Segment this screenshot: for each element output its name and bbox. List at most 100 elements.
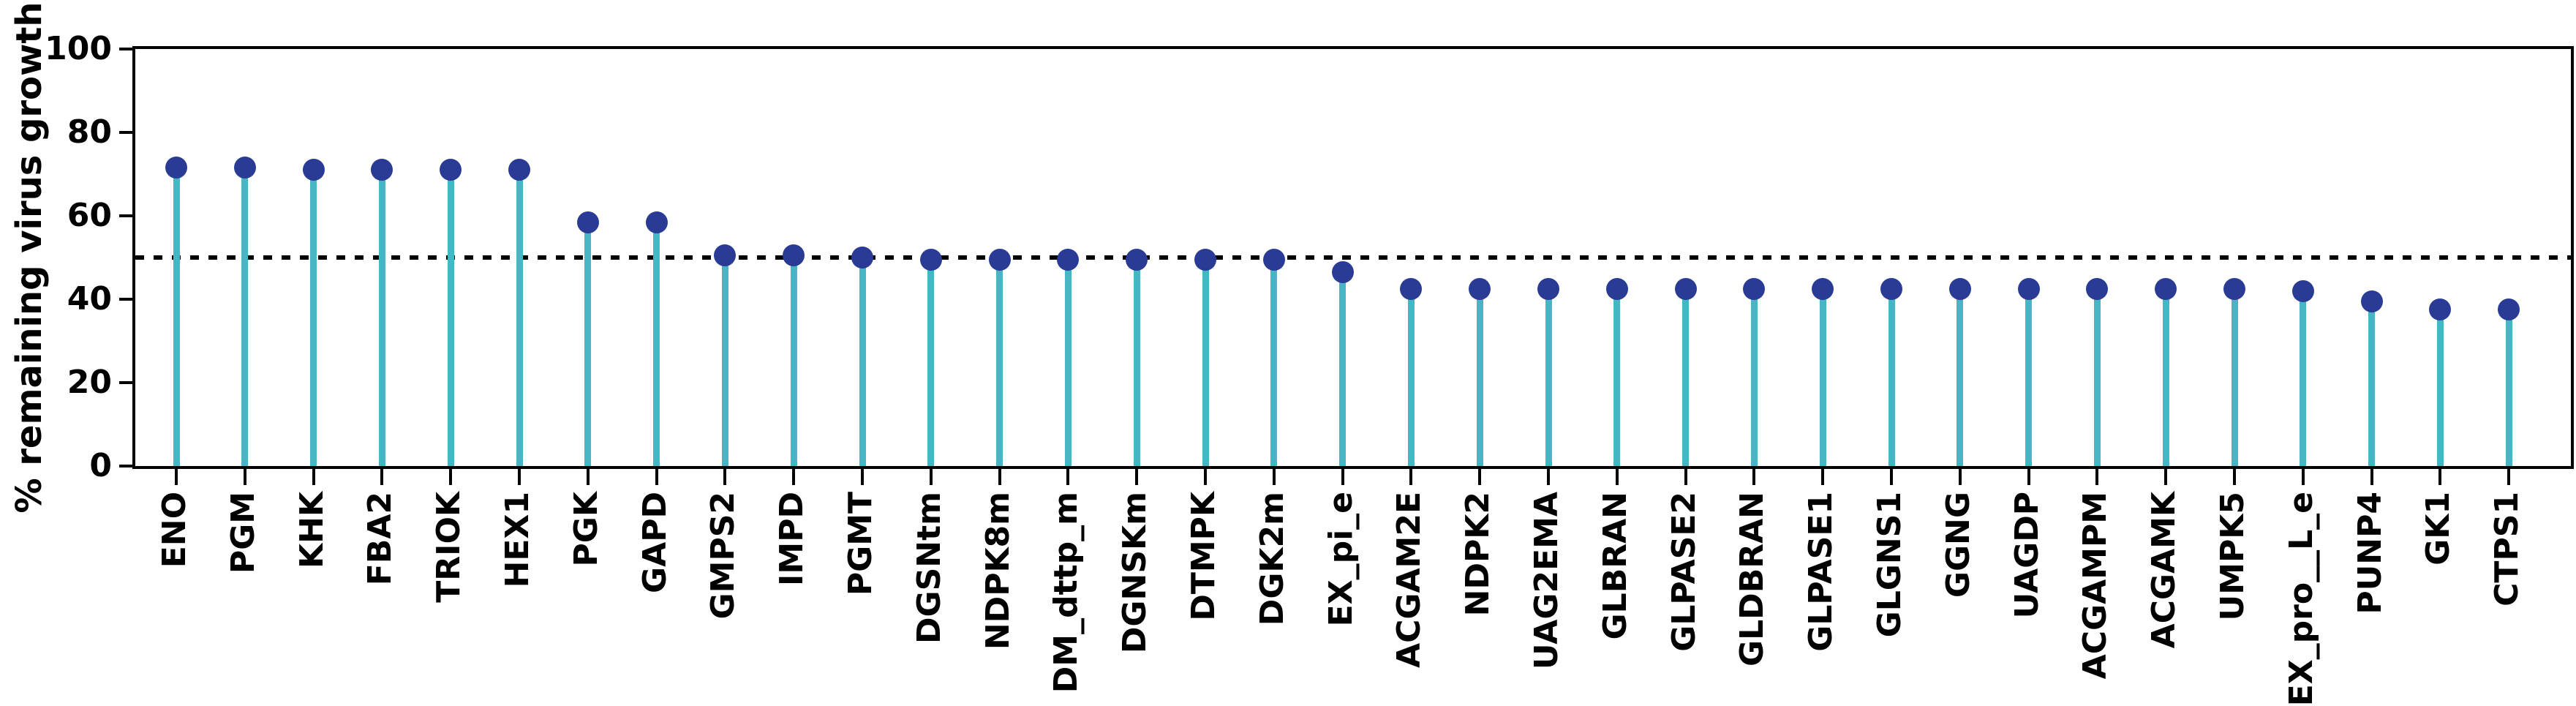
marker-DGNSKm bbox=[1126, 248, 1148, 271]
x-tick-label-GAPD: GAPD bbox=[636, 492, 674, 593]
x-tick-mark-ENO bbox=[175, 469, 178, 485]
x-tick-mark-TRIOK bbox=[449, 469, 453, 485]
marker-CTPS1 bbox=[2498, 298, 2520, 321]
stem-GK1 bbox=[2436, 309, 2444, 466]
stem-GGNG bbox=[1957, 288, 1964, 466]
marker-PGMT bbox=[851, 247, 873, 268]
marker-PGK bbox=[576, 211, 599, 233]
x-tick-mark-IMPD bbox=[792, 469, 796, 485]
x-tick-label-FBA2: FBA2 bbox=[361, 492, 399, 586]
stem-UMPK5 bbox=[2231, 288, 2238, 466]
marker-ACGAMPM bbox=[2086, 277, 2109, 300]
stem-DM_dttp_m bbox=[1064, 259, 1072, 466]
y-tick-label-40: 40 bbox=[67, 280, 112, 318]
x-tick-mark-ACGAMPM bbox=[2095, 469, 2099, 485]
x-tick-label-UMPK5: UMPK5 bbox=[2214, 492, 2251, 621]
x-tick-label-NDPK8m: NDPK8m bbox=[979, 492, 1017, 650]
stem-HEX1 bbox=[516, 170, 523, 466]
x-tick-label-ACGAM2E: ACGAM2E bbox=[1390, 492, 1428, 668]
stem-DTMPK bbox=[1202, 259, 1209, 466]
marker-UAGDP bbox=[2017, 277, 2040, 300]
x-tick-mark-EX_pi_e bbox=[1341, 469, 1344, 485]
marker-IMPD bbox=[783, 244, 805, 267]
x-tick-mark-GLGNS1 bbox=[1890, 469, 1893, 485]
stem-PGMT bbox=[859, 258, 866, 466]
stem-ACGAMK bbox=[2162, 288, 2169, 466]
x-tick-mark-DM_dttp_m bbox=[1066, 469, 1070, 485]
stem-GLPASE1 bbox=[1819, 288, 1826, 466]
marker-GLBRAN bbox=[1605, 277, 1628, 300]
x-tick-label-ACGAMK: ACGAMK bbox=[2145, 492, 2183, 649]
marker-PGM bbox=[233, 157, 256, 179]
y-tick-mark-0 bbox=[119, 465, 132, 467]
x-tick-label-GLDBRAN: GLDBRAN bbox=[1733, 492, 1771, 666]
x-tick-label-ENO: ENO bbox=[156, 492, 193, 568]
stem-CTPS1 bbox=[2505, 309, 2512, 466]
marker-ACGAMK bbox=[2155, 277, 2177, 300]
y-tick-label-60: 60 bbox=[67, 197, 112, 234]
marker-DM_dttp_m bbox=[1057, 248, 1080, 271]
x-tick-mark-ACGAM2E bbox=[1409, 469, 1413, 485]
y-axis-label: % remaining virus growth bbox=[9, 1, 50, 514]
x-tick-label-IMPD: IMPD bbox=[773, 492, 811, 586]
stem-DGK2m bbox=[1270, 259, 1278, 466]
y-tick-mark-80 bbox=[119, 131, 132, 134]
y-tick-label-80: 80 bbox=[67, 113, 112, 151]
stem-FBA2 bbox=[378, 170, 385, 466]
y-tick-mark-40 bbox=[119, 298, 132, 301]
x-tick-label-UAGDP: UAGDP bbox=[2008, 492, 2046, 619]
x-tick-mark-KHK bbox=[312, 469, 315, 485]
marker-ACGAM2E bbox=[1400, 277, 1423, 300]
stem-PGM bbox=[241, 168, 249, 466]
x-tick-label-KHK: KHK bbox=[293, 492, 331, 569]
y-tick-label-100: 100 bbox=[45, 30, 112, 67]
x-tick-label-GGNG: GGNG bbox=[1939, 492, 1977, 598]
x-tick-label-EX_pi_e: EX_pi_e bbox=[1322, 492, 1360, 627]
x-tick-mark-GGNG bbox=[1958, 469, 1962, 485]
marker-GLDBRAN bbox=[1743, 277, 1766, 300]
y-tick-mark-100 bbox=[119, 48, 132, 50]
x-tick-label-GLPASE1: GLPASE1 bbox=[1802, 492, 1840, 652]
x-tick-label-EX_pro__L_e: EX_pro__L_e bbox=[2282, 492, 2320, 706]
x-tick-mark-GLPASE1 bbox=[1821, 469, 1825, 485]
stem-IMPD bbox=[790, 255, 797, 466]
marker-NDPK2 bbox=[1469, 277, 1491, 300]
stem-ENO bbox=[173, 168, 180, 466]
marker-UAG2EMA bbox=[1537, 277, 1559, 300]
stem-UAGDP bbox=[2025, 288, 2033, 466]
x-tick-mark-EX_pro__L_e bbox=[2301, 469, 2305, 485]
marker-TRIOK bbox=[440, 159, 462, 181]
stem-NDPK2 bbox=[1476, 288, 1483, 466]
stem-GLDBRAN bbox=[1750, 288, 1758, 466]
x-tick-mark-NDPK2 bbox=[1478, 469, 1482, 485]
marker-DGSNtm bbox=[919, 248, 942, 271]
x-tick-mark-DGNSKm bbox=[1135, 469, 1139, 485]
marker-DTMPK bbox=[1194, 248, 1216, 271]
stem-KHK bbox=[310, 170, 317, 466]
stem-EX_pro__L_e bbox=[2300, 290, 2307, 466]
x-tick-label-CTPS1: CTPS1 bbox=[2488, 492, 2526, 607]
stem-PUNP4 bbox=[2368, 301, 2376, 466]
x-tick-mark-GLBRAN bbox=[1615, 469, 1619, 485]
marker-EX_pi_e bbox=[1331, 260, 1354, 283]
stem-GLBRAN bbox=[1613, 288, 1621, 466]
x-tick-mark-DGSNtm bbox=[929, 469, 933, 485]
x-tick-mark-UMPK5 bbox=[2233, 469, 2236, 485]
stem-GAPD bbox=[653, 222, 660, 466]
x-tick-mark-DTMPK bbox=[1204, 469, 1207, 485]
stem-EX_pi_e bbox=[1339, 271, 1347, 466]
stem-ACGAMPM bbox=[2093, 288, 2101, 466]
stem-GMPS2 bbox=[721, 255, 728, 466]
x-tick-label-UAG2EMA: UAG2EMA bbox=[1528, 492, 1565, 670]
x-tick-mark-HEX1 bbox=[518, 469, 521, 485]
x-tick-label-TRIOK: TRIOK bbox=[430, 492, 468, 603]
marker-GLPASE2 bbox=[1674, 277, 1697, 300]
x-tick-label-NDPK2: NDPK2 bbox=[1459, 492, 1497, 617]
stem-NDPK8m bbox=[996, 259, 1003, 466]
y-tick-label-0: 0 bbox=[89, 447, 112, 484]
stem-TRIOK bbox=[447, 170, 454, 466]
x-tick-label-PGK: PGK bbox=[567, 492, 605, 567]
marker-GAPD bbox=[645, 211, 668, 233]
stem-GLPASE2 bbox=[1682, 288, 1690, 466]
